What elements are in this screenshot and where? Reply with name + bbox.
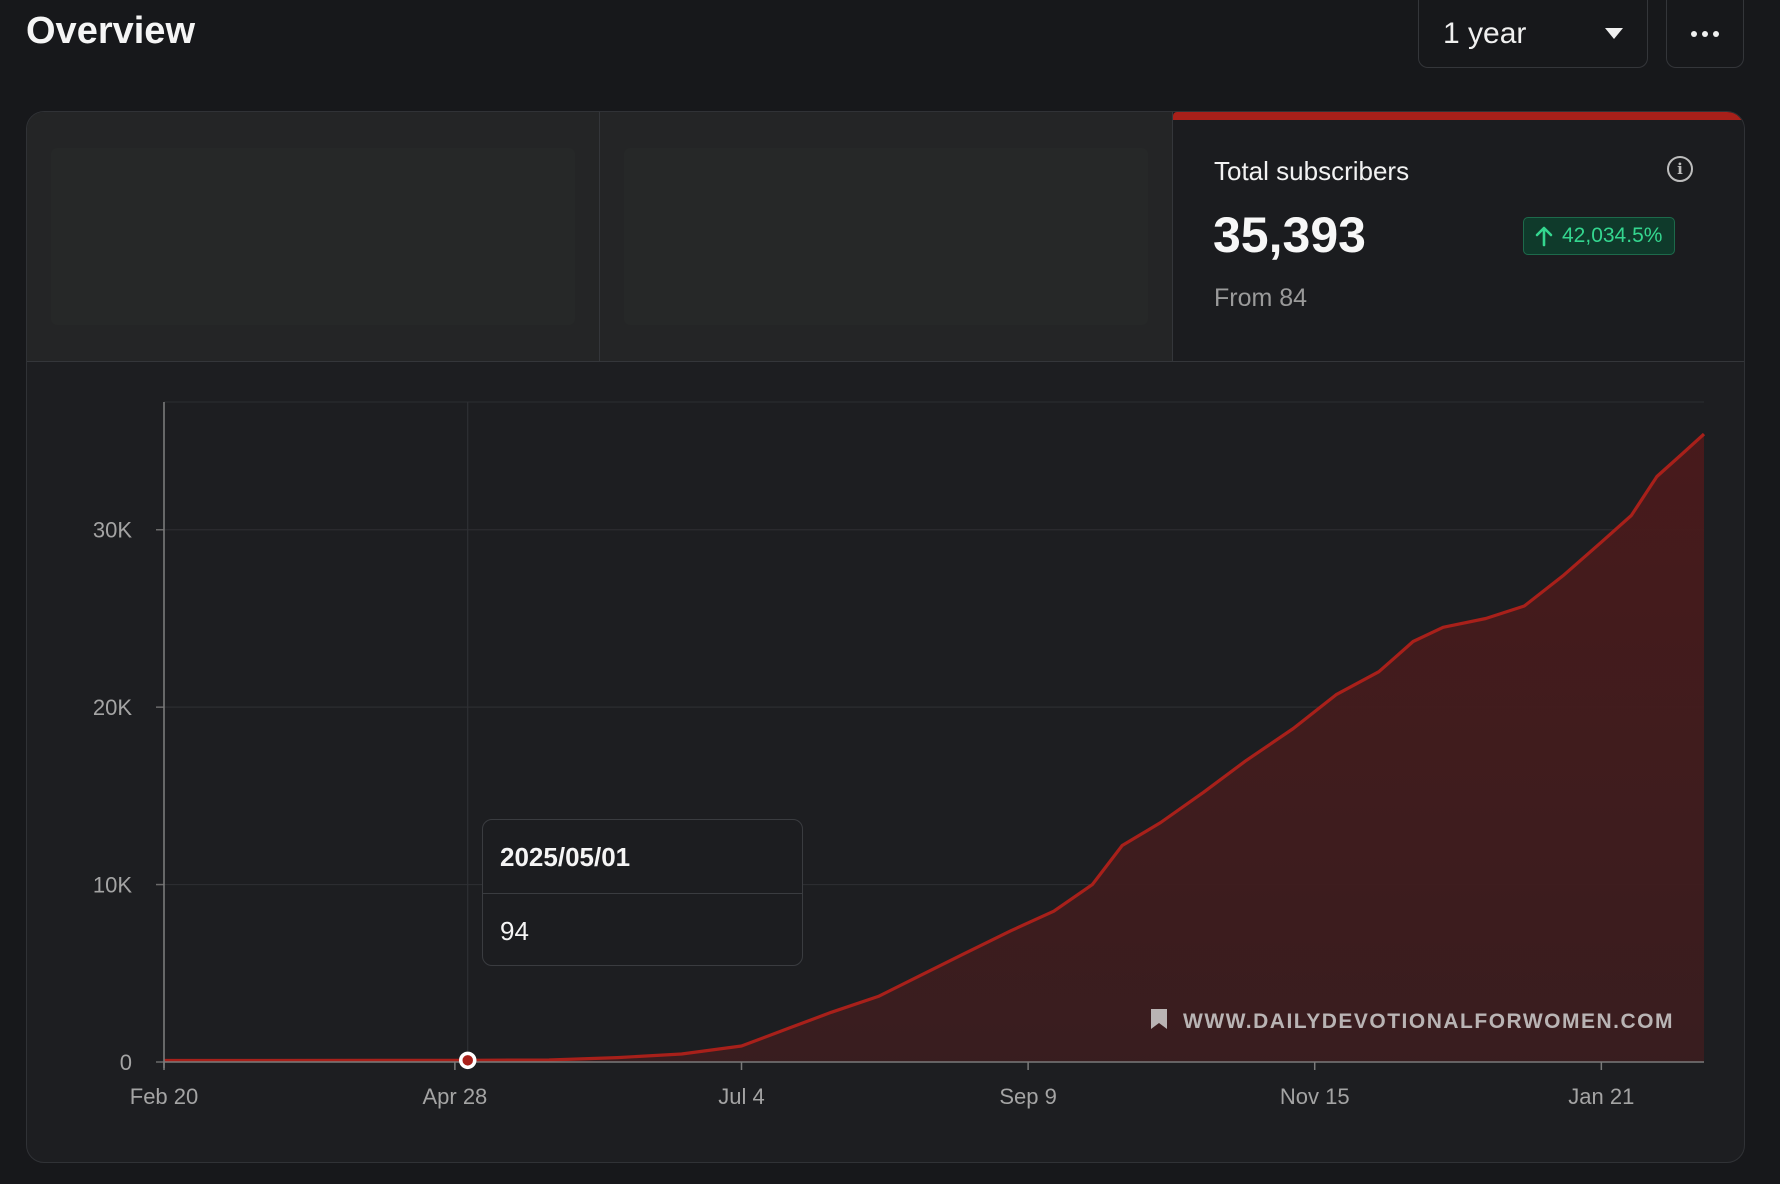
stat-tile-total-subscribers[interactable]: Total subscribers i 35,393 42,034.5% Fro… [1173, 112, 1744, 362]
x-tick-label: Jul 4 [718, 1084, 764, 1109]
series-line [164, 432, 1706, 1063]
y-tick-label: 0 [120, 1050, 132, 1075]
x-tick-label: Jan 21 [1568, 1084, 1634, 1109]
more-icon-dot [1713, 30, 1719, 37]
y-tick-label: 10K [93, 873, 132, 898]
change-badge: 42,034.5% [1523, 217, 1676, 255]
stat-baseline: From 84 [1214, 284, 1308, 312]
time-range-select[interactable]: 1 year [1418, 0, 1648, 68]
page-title: Overview [26, 10, 195, 52]
tooltip-divider [483, 893, 802, 894]
info-icon[interactable]: i [1667, 156, 1693, 182]
x-tick-label: Feb 20 [130, 1084, 199, 1109]
watermark-text: WWW.DAILYDEVOTIONALFORWOMEN.COM [1183, 1010, 1674, 1033]
more-options-button[interactable] [1666, 0, 1744, 68]
selected-tile-indicator [1173, 112, 1744, 120]
tooltip-date: 2025/05/01 [500, 842, 631, 872]
x-tick-label: Apr 28 [422, 1084, 487, 1109]
tooltip-value: 94 [500, 916, 529, 946]
chart-tooltip: 2025/05/01 94 [482, 819, 803, 966]
highlight-point [458, 1051, 477, 1070]
overview-card: Total subscribers i 35,393 42,034.5% Fro… [26, 111, 1745, 1163]
subscribers-chart[interactable]: 0 10K 20K 30K Feb 20 Apr 28 Jul 4 Sep 9 Nov 15 Ja… [27, 112, 1744, 1162]
more-icon [1691, 30, 1697, 37]
stat-tile-loading[interactable] [600, 112, 1173, 362]
caret-down-icon [1605, 28, 1623, 39]
x-tick-label: Sep 9 [999, 1084, 1057, 1109]
series-area [164, 434, 1704, 1063]
stat-tile-loading[interactable] [27, 112, 600, 362]
stat-label: Total subscribers [1214, 156, 1410, 186]
x-tick-label: Nov 15 [1280, 1084, 1350, 1109]
arrow-up-icon [1535, 226, 1553, 247]
change-percent: 42,034.5% [1562, 224, 1663, 247]
bookmark-icon [1151, 1009, 1167, 1029]
watermark: WWW.DAILYDEVOTIONALFORWOMEN.COM [1151, 1009, 1674, 1033]
loading-placeholder [51, 148, 575, 325]
y-tick-label: 20K [93, 695, 132, 720]
loading-placeholder [624, 148, 1148, 325]
y-tick-label: 30K [93, 518, 132, 543]
time-range-label: 1 year [1443, 16, 1527, 50]
more-icon-dot [1702, 30, 1708, 37]
stat-value: 35,393 [1213, 207, 1366, 263]
